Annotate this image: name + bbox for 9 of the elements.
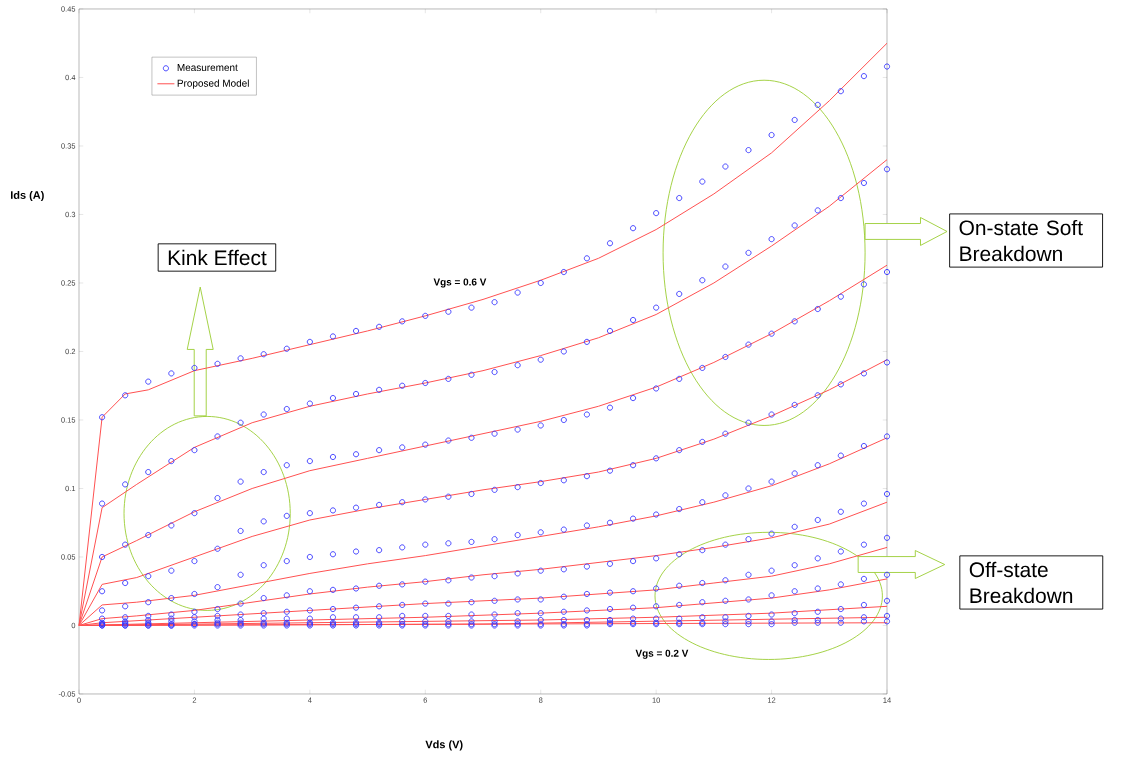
legend-label: Proposed Model [177, 79, 249, 89]
annotation: Vgs = 0.2 V [635, 649, 689, 659]
text: On-state Soft Breakdown [959, 219, 1083, 262]
annotation: Vgs = 0.6 V [433, 278, 487, 288]
text: Off-state Breakdown [969, 561, 1073, 604]
annotation: Kink Effect [168, 249, 267, 266]
legend-label: Measurement [177, 64, 238, 72]
y-axis-title: Ids (A) [10, 190, 44, 202]
x-axis-title: Vds (V) [425, 740, 463, 751]
